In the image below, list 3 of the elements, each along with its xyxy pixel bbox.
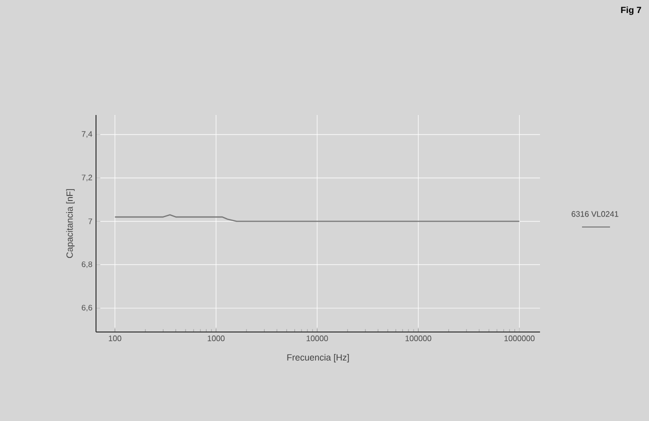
text: Fig 7 xyxy=(621,6,642,15)
x-axis-title: Frecuencia [Hz] xyxy=(287,354,349,362)
y-axis-title: Capacitancia [nF] xyxy=(66,189,75,258)
